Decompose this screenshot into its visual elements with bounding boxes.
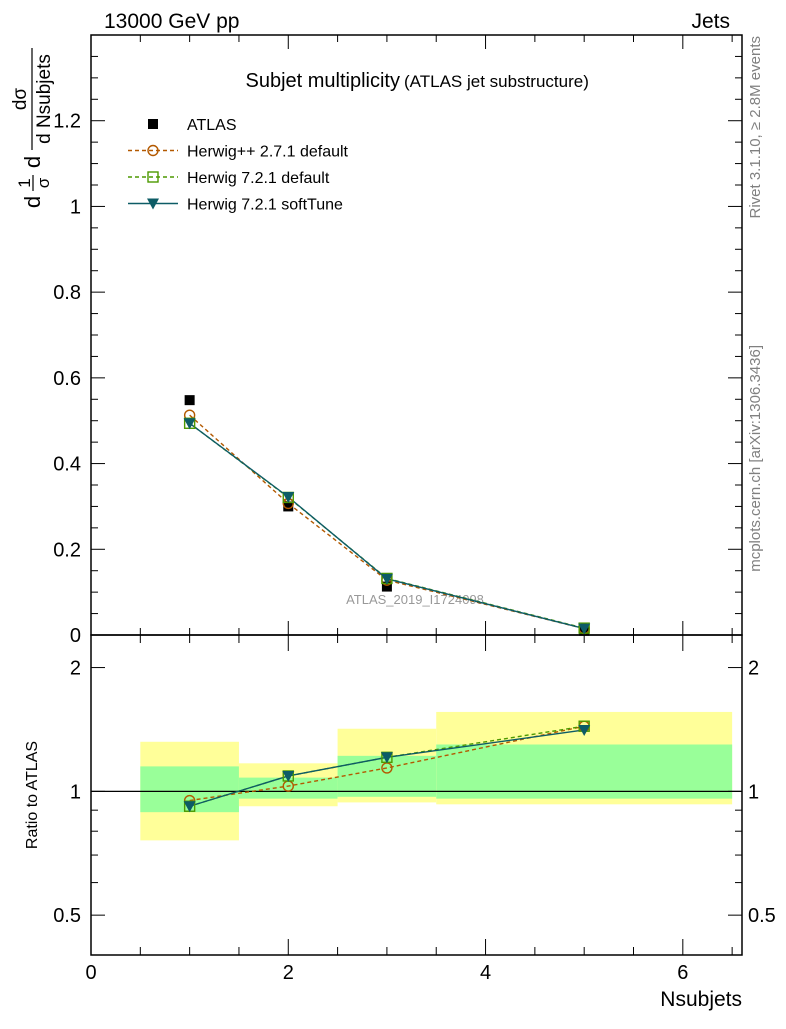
x-tick-label: 2: [283, 962, 294, 984]
x-tick-labels: 0 2 4 6: [85, 962, 688, 984]
main-data-point: [380, 573, 393, 585]
ratio-data-point: [183, 801, 196, 813]
ratio-frame: [90, 634, 743, 956]
mcplots-label: mcplots.cern.ch [arXiv:1306.3436]: [747, 345, 764, 572]
ratio-series-markers: [183, 720, 591, 813]
ratio-y-tick-label-left: 1: [70, 781, 81, 803]
ratio-band-inner: [436, 744, 733, 799]
legend: ATLAS Herwig++ 2.7.1 default Herwig 7.2.1 …: [128, 117, 349, 214]
legend-marker: [147, 144, 159, 157]
ylabel-inner-den: d Nsubjets: [34, 54, 55, 144]
ratio-y-tick-label-left: 2: [70, 658, 81, 680]
ylabel-frac-num: 1: [15, 178, 34, 187]
ylabel-d2: d: [20, 156, 45, 168]
main-series-lines: [189, 414, 585, 630]
ratio-y-axis-label: Ratio to ATLAS: [24, 741, 41, 849]
ratio-series-lines: [189, 725, 585, 807]
main-data-point: [183, 418, 196, 430]
x-tick-label: 4: [480, 962, 491, 984]
ylabel-d: d: [20, 196, 45, 208]
main-y-tick-label: 0.8: [53, 282, 81, 304]
plot-title-suffix: (ATLAS jet substructure): [404, 72, 589, 91]
plot-title: Subjet multiplicity: [245, 70, 400, 92]
ratio-data-point: [282, 770, 295, 782]
main-axis-ticks: [90, 34, 742, 636]
ratio-panel: 0.5 0.5 1 1 2 2 0 2 4 6 Ratio to ATLAS Nsubjets: [24, 634, 776, 1011]
ratio-series-line: [189, 725, 585, 802]
main-y-tick-labels: 0 0.2 0.4 0.6 0.8 1 1.2: [53, 111, 81, 647]
ratio-y-tick-label-right: 2: [748, 658, 759, 680]
ratio-uncertainty-bands: [140, 711, 733, 841]
legend-entry-label: Herwig 7.2.1 softTune: [187, 197, 343, 214]
main-data-point: [282, 492, 295, 503]
ratio-y-tick-label-right: 0.5: [748, 905, 776, 927]
x-axis-label: Nsubjets: [660, 988, 742, 1011]
main-y-tick-label: 0.2: [53, 539, 81, 561]
ratio-data-point: [380, 752, 393, 764]
main-series-line: [189, 422, 585, 630]
ratio-series-line: [189, 729, 585, 807]
ylabel-frac-den: σ: [34, 177, 53, 188]
rivet-version-label: Rivet 3.1.10, ≥ 2.8M events: [747, 36, 764, 219]
ratio-y-tick-label-right: 1: [748, 781, 759, 803]
ratio-y-tick-labels: 0.5 0.5 1 1 2 2: [53, 658, 776, 928]
main-y-tick-label: 1: [70, 196, 81, 218]
ratio-data-point: [578, 724, 591, 736]
main-y-tick-label: 0.4: [53, 454, 81, 476]
header-energy-label: 13000 GeV pp: [104, 10, 239, 33]
x-tick-label: 0: [85, 962, 96, 984]
ratio-axis-ticks: [90, 635, 742, 955]
main-data-point: [283, 501, 294, 512]
legend-entry-label: Herwig++ 2.7.1 default: [187, 144, 349, 161]
legend-entry-label: ATLAS: [187, 117, 237, 134]
main-y-tick-label: 0: [70, 625, 81, 647]
legend-marker: [147, 198, 159, 210]
x-tick-label: 6: [677, 962, 688, 984]
legend-entry-label: Herwig 7.2.1 default: [187, 170, 330, 187]
header-process-label: Jets: [691, 10, 730, 33]
main-data-point: [184, 395, 195, 406]
legend-marker: [147, 171, 159, 183]
watermark-analysis-id: ATLAS_2019_I1724098: [346, 592, 484, 607]
ylabel-inner-num: dσ: [10, 88, 31, 111]
main-y-tick-label: 1.2: [53, 111, 81, 133]
main-data-point: [578, 623, 591, 635]
main-panel: 0 0.2 0.4 0.6 0.8 1 1.2 Subjet multiplicity (A…: [10, 34, 743, 647]
ratio-y-tick-label-left: 0.5: [53, 905, 81, 927]
legend-marker: [148, 119, 158, 129]
main-y-tick-label: 0.6: [53, 368, 81, 390]
main-y-axis-label: d 1 σ d dσ d Nsubjets: [10, 48, 55, 208]
main-data-point: [381, 581, 392, 592]
main-series-markers: [183, 395, 591, 636]
